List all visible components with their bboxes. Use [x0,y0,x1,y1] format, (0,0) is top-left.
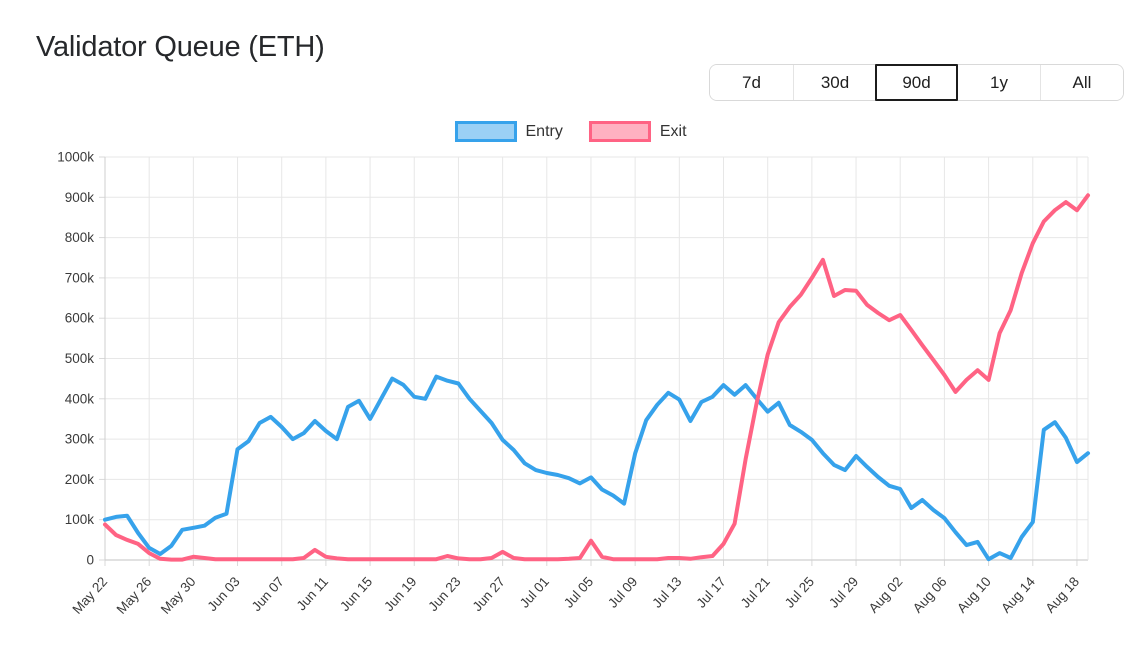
y-axis-tick-label: 600k [65,311,95,326]
x-axis-tick-label: Jun 07 [249,574,287,614]
legend-swatch-entry [454,121,517,142]
x-axis-tick-label: Jun 23 [425,574,463,614]
x-axis-tick-label: Jun 15 [337,574,375,614]
x-axis-tick-label: Aug 02 [866,574,906,616]
chart-legend: Entry Exit [454,121,687,142]
series-line-entry [103,374,1090,562]
y-axis-tick-label: 400k [65,391,95,406]
range-button-90d[interactable]: 90d [875,64,958,101]
y-axis-tick-label: 100k [65,512,95,527]
range-button-7d[interactable]: 7d [710,65,793,100]
legend-item-exit[interactable]: Exit [588,121,687,142]
y-axis-tick-label: 500k [65,351,95,366]
y-axis-tick-label: 200k [65,472,95,487]
x-axis-tick-label: May 22 [69,574,110,617]
range-button-1y[interactable]: 1y [957,65,1040,100]
x-axis-tick-label: Jul 21 [738,574,773,611]
y-axis-tick-label: 800k [65,230,95,245]
legend-label: Exit [659,122,687,140]
x-axis-tick-label: Jul 25 [782,574,817,611]
range-button-all[interactable]: All [1040,65,1123,100]
x-axis-tick-label: May 26 [114,574,155,617]
y-axis-tick-label: 1000k [57,150,94,165]
range-button-30d[interactable]: 30d [793,65,876,100]
y-axis-tick-label: 900k [65,190,95,205]
x-axis-tick-label: Aug 14 [998,574,1038,616]
y-axis-tick-label: 300k [65,432,95,447]
x-axis-tick-label: Jun 19 [381,574,419,614]
x-axis-tick-label: Jul 13 [649,574,684,611]
y-axis-tick-label: 0 [86,553,94,568]
x-axis-tick-label: Jul 05 [561,574,596,611]
y-axis-tick-label: 700k [65,270,95,285]
x-axis-tick-label: Aug 18 [1042,574,1082,616]
x-axis-tick-label: Jun 03 [204,574,242,614]
x-axis-tick-label: Jul 09 [605,574,640,611]
x-axis-tick-label: Aug 10 [954,574,994,616]
x-axis-tick-label: Jul 01 [517,574,552,611]
series-line-exit [103,193,1090,562]
x-axis-tick-label: Jun 11 [294,574,332,613]
x-axis-tick-label: May 30 [158,574,199,617]
time-range-selector[interactable]: 7d 30d 90d 1y All [709,64,1124,101]
x-axis-tick-label: Jul 29 [826,574,861,611]
x-axis-tick-label: Jul 17 [693,574,728,611]
x-axis-tick-label: Jun 27 [470,574,508,614]
legend-swatch-exit [588,121,651,142]
legend-item-entry[interactable]: Entry [454,121,563,142]
x-axis-tick-label: Aug 06 [910,574,950,616]
legend-label: Entry [525,122,563,140]
page-title: Validator Queue (ETH) [36,31,325,64]
